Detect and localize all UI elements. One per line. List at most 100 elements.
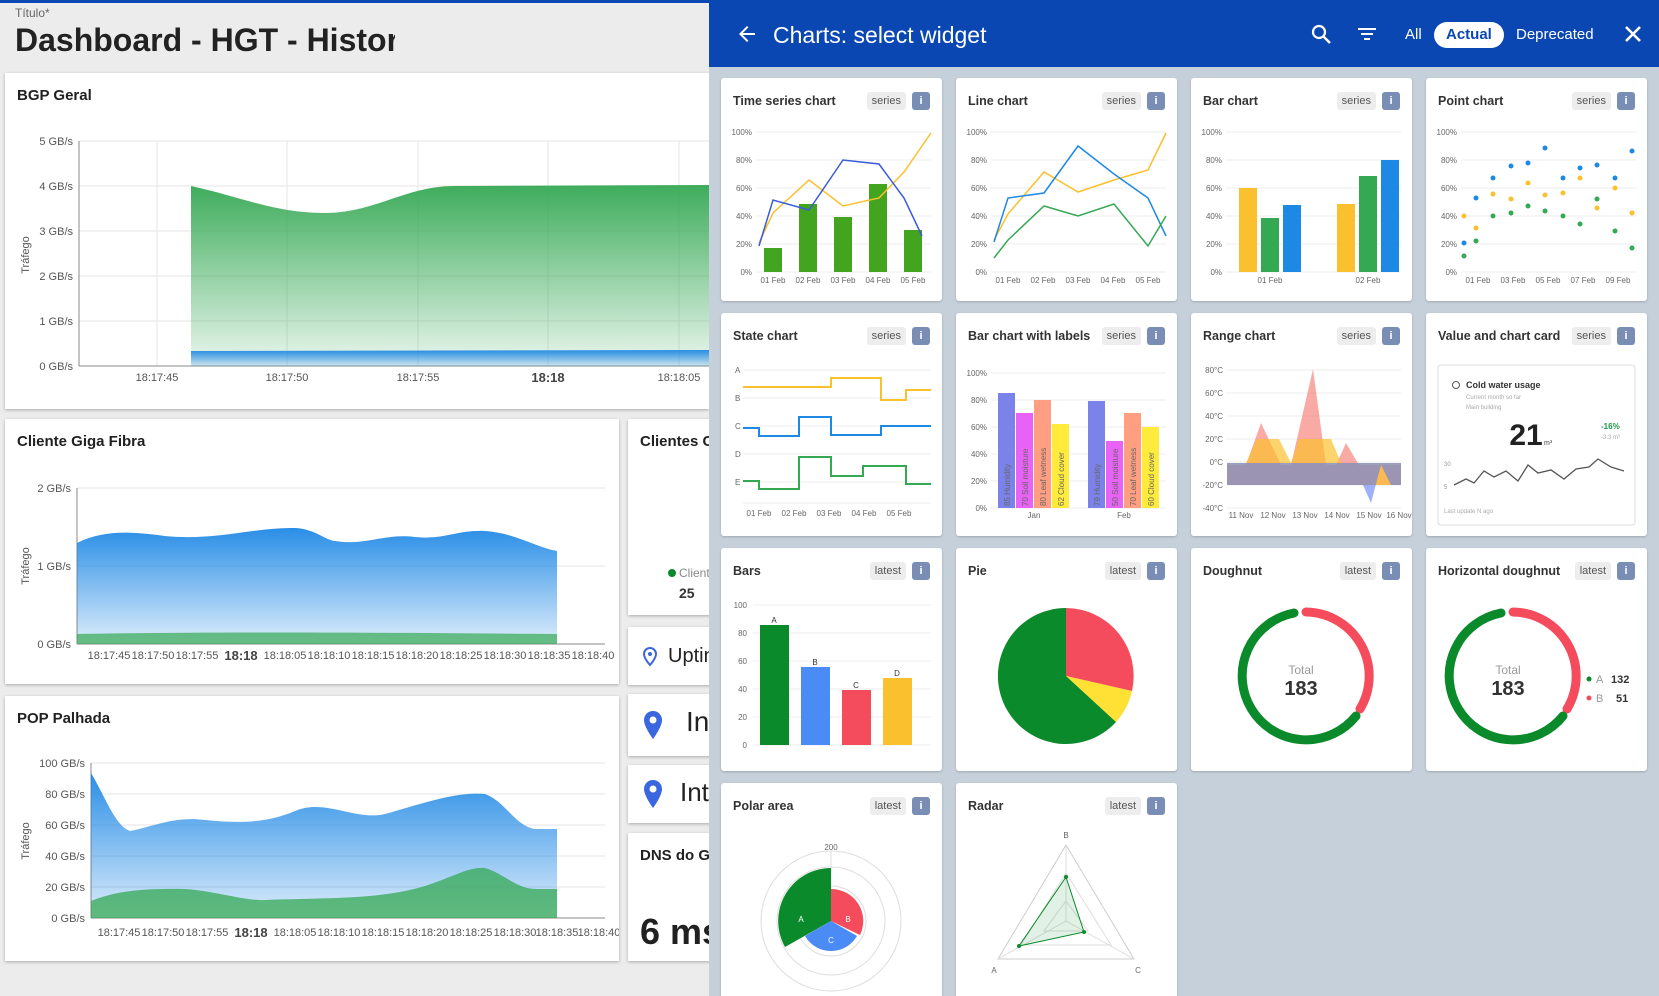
widget-card-horizontal-doughnut[interactable]: Horizontal doughnut latest i Total 183 A… xyxy=(1426,548,1647,771)
svg-text:09 Feb: 09 Feb xyxy=(1606,276,1631,285)
widget-card-bar-chart[interactable]: Bar chart series i 100% 80% 60% 40% 20% 0% 01… xyxy=(1191,78,1412,301)
svg-text:100%: 100% xyxy=(1202,128,1222,137)
info-icon[interactable]: i xyxy=(1617,327,1635,345)
info-icon[interactable]: i xyxy=(1147,797,1165,815)
title-field-label: Título* xyxy=(15,6,50,20)
svg-text:70 Soil moisture: 70 Soil moisture xyxy=(1021,448,1030,506)
svg-text:80%: 80% xyxy=(1441,156,1457,165)
y-tick: 0 GB/s xyxy=(37,639,71,651)
widget-card-title: Polar area xyxy=(733,799,794,813)
info-icon[interactable]: i xyxy=(912,327,930,345)
svg-text:-40°C: -40°C xyxy=(1202,504,1223,513)
svg-text:05 Feb: 05 Feb xyxy=(1536,276,1561,285)
svg-text:100%: 100% xyxy=(967,369,987,378)
filter-icon[interactable] xyxy=(1355,22,1379,46)
search-icon[interactable] xyxy=(1309,22,1333,46)
widget-internet-2: Int xyxy=(628,765,718,823)
svg-text:20%: 20% xyxy=(971,477,987,486)
x-tick: 18:18:25 xyxy=(440,650,483,662)
info-icon[interactable]: i xyxy=(1617,92,1635,110)
svg-text:100%: 100% xyxy=(732,128,752,137)
info-icon[interactable]: i xyxy=(1382,92,1400,110)
x-tick: 18:18:30 xyxy=(484,650,527,662)
widget-card-doughnut[interactable]: Doughnut latest i Total 183 xyxy=(1191,548,1412,771)
svg-text:40%: 40% xyxy=(971,450,987,459)
svg-text:Total: Total xyxy=(1495,663,1520,677)
legend-value: 25 xyxy=(679,585,695,601)
widget-card-time-series[interactable]: Time series chart series i 100% 80% 60% 40%… xyxy=(721,78,942,301)
svg-text:04 Feb: 04 Feb xyxy=(1101,276,1126,285)
svg-text:D: D xyxy=(735,450,741,459)
svg-text:183: 183 xyxy=(1284,678,1317,700)
filter-deprecated-button[interactable]: Deprecated xyxy=(1516,26,1594,43)
info-icon[interactable]: i xyxy=(1382,562,1400,580)
widget-title: Clientes C xyxy=(640,433,714,450)
svg-text:30: 30 xyxy=(1444,462,1451,468)
widget-title: DNS do G xyxy=(640,847,710,864)
x-tick: 18:18:25 xyxy=(450,927,493,939)
internet-label: In xyxy=(686,706,710,737)
svg-text:20%: 20% xyxy=(1441,240,1457,249)
filter-all-button[interactable]: All xyxy=(1405,26,1422,43)
widget-card-title: Bar chart xyxy=(1203,94,1258,108)
widget-type-badge: latest xyxy=(1104,562,1141,580)
y-axis-label: Tráfego xyxy=(20,236,32,274)
widget-card-radar[interactable]: Radar latest i B A C xyxy=(956,783,1177,996)
widget-card-line-chart[interactable]: Line chart series i 100% 80% 60% 40% 20% 0% 0… xyxy=(956,78,1177,301)
info-icon[interactable]: i xyxy=(1147,327,1165,345)
x-tick: 18:17:45 xyxy=(88,650,131,662)
svg-text:15 Nov: 15 Nov xyxy=(1356,511,1381,520)
polar-area-preview: 200 A B C xyxy=(760,843,902,992)
widget-card-state-chart[interactable]: State chart series i A B C D E 01 Feb 02 Feb 0… xyxy=(721,313,942,536)
info-icon[interactable]: i xyxy=(1617,562,1635,580)
svg-text:50 Soil moisture: 50 Soil moisture xyxy=(1111,448,1120,506)
location-pin-icon xyxy=(644,711,662,739)
info-icon[interactable]: i xyxy=(912,92,930,110)
y-tick: 80 GB/s xyxy=(45,789,85,801)
svg-text:01 Feb: 01 Feb xyxy=(761,276,786,285)
widget-card-bars[interactable]: Bars latest i 100 80 60 40 20 0 A B C D xyxy=(721,548,942,771)
info-icon[interactable]: i xyxy=(1147,562,1165,580)
location-pin-icon xyxy=(644,780,662,808)
widget-dns: DNS do G 6 ms xyxy=(628,833,718,961)
widget-card-point-chart[interactable]: Point chart series i 100% 80% 60% 40% 20% 0% … xyxy=(1426,78,1647,301)
x-tick: 18:18:20 xyxy=(396,650,439,662)
arrow-back-icon[interactable] xyxy=(735,22,759,46)
dashboard-title-input[interactable]: Dashboard - HGT - Histori xyxy=(15,22,395,58)
close-icon[interactable] xyxy=(1623,24,1643,44)
info-icon[interactable]: i xyxy=(912,797,930,815)
svg-text:A: A xyxy=(991,966,997,975)
widget-card-title: Bars xyxy=(733,564,761,578)
info-icon[interactable]: i xyxy=(1382,327,1400,345)
svg-text:60%: 60% xyxy=(971,423,987,432)
widget-card-pie[interactable]: Pie latest i xyxy=(956,548,1177,771)
info-icon[interactable]: i xyxy=(1147,92,1165,110)
series-area-green xyxy=(191,185,709,366)
x-tick: 18:17:55 xyxy=(176,650,219,662)
widget-card-title: State chart xyxy=(733,329,798,343)
value-card-preview: Cold water usage Current month so far Ma… xyxy=(1437,364,1636,526)
widget-title: POP Palhada xyxy=(17,710,111,727)
svg-text:100%: 100% xyxy=(1437,128,1457,137)
widget-card-range-chart[interactable]: Range chart series i 80°C 60°C 40°C 20°C 0°C… xyxy=(1191,313,1412,536)
widget-card-title: Value and chart card xyxy=(1438,329,1561,343)
svg-text:03 Feb: 03 Feb xyxy=(1501,276,1526,285)
widget-bgp-geral: BGP Geral 5 GB/s 4 GB/s 3 GB/s 2 GB/s 1 … xyxy=(5,73,709,409)
widget-card-bar-chart-labels[interactable]: Bar chart with labels series i 100% 80% 60… xyxy=(956,313,1177,536)
x-tick: 18:18:10 xyxy=(308,650,351,662)
svg-text:13 Nov: 13 Nov xyxy=(1292,511,1317,520)
widget-title: Cliente Giga Fibra xyxy=(17,433,146,450)
range-chart-preview: 80°C 60°C 40°C 20°C 0°C -20°C -40°C 11 Nov 12 N… xyxy=(1202,366,1411,520)
widget-card-polar-area[interactable]: Polar area latest i 200 A B C xyxy=(721,783,942,996)
filter-actual-button[interactable]: Actual xyxy=(1434,22,1504,48)
widget-card-value-chart-card[interactable]: Value and chart card series i Cold water… xyxy=(1426,313,1647,536)
widget-selector-panel: Charts: select widget All Actual Depreca… xyxy=(709,0,1659,996)
svg-text:Feb: Feb xyxy=(1117,511,1131,520)
x-tick: 18:18:10 xyxy=(318,927,361,939)
info-icon[interactable]: i xyxy=(912,562,930,580)
widget-type-badge: latest xyxy=(1104,797,1141,815)
svg-text:01 Feb: 01 Feb xyxy=(996,276,1021,285)
svg-text:01 Feb: 01 Feb xyxy=(747,509,772,518)
widget-card-title: Time series chart xyxy=(733,94,836,108)
state-chart-preview: A B C D E 01 Feb 02 Feb 03 Feb 04 Feb 05 Feb xyxy=(735,366,931,518)
